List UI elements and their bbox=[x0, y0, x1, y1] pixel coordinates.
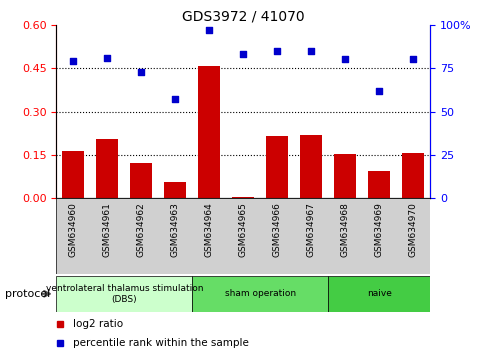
Point bbox=[375, 88, 383, 93]
Point bbox=[69, 58, 77, 64]
Bar bbox=[192, 276, 327, 312]
Text: GSM634961: GSM634961 bbox=[102, 202, 112, 257]
Text: GSM634963: GSM634963 bbox=[170, 202, 180, 257]
Bar bbox=[402, 153, 424, 198]
Bar bbox=[164, 182, 186, 198]
Text: ventrolateral thalamus stimulation
(DBS): ventrolateral thalamus stimulation (DBS) bbox=[45, 284, 203, 303]
Text: GSM634964: GSM634964 bbox=[204, 202, 213, 257]
Bar bbox=[130, 163, 152, 198]
Point bbox=[408, 57, 416, 62]
Text: sham operation: sham operation bbox=[224, 289, 295, 298]
Bar bbox=[198, 66, 220, 198]
Bar bbox=[56, 198, 429, 274]
Text: GSM634970: GSM634970 bbox=[408, 202, 417, 257]
Bar bbox=[300, 135, 322, 198]
Title: GDS3972 / 41070: GDS3972 / 41070 bbox=[182, 10, 304, 24]
Text: GSM634962: GSM634962 bbox=[137, 202, 145, 257]
Bar bbox=[265, 136, 288, 198]
Bar bbox=[327, 276, 429, 312]
Text: GSM634965: GSM634965 bbox=[238, 202, 247, 257]
Text: log2 ratio: log2 ratio bbox=[73, 319, 123, 329]
Point bbox=[307, 48, 315, 53]
Text: GSM634967: GSM634967 bbox=[306, 202, 315, 257]
Point bbox=[239, 51, 246, 57]
Text: GSM634960: GSM634960 bbox=[69, 202, 78, 257]
Text: GSM634966: GSM634966 bbox=[272, 202, 281, 257]
Point bbox=[273, 48, 281, 53]
Text: percentile rank within the sample: percentile rank within the sample bbox=[73, 338, 248, 348]
Point bbox=[137, 69, 145, 74]
Point bbox=[103, 55, 111, 61]
Point bbox=[341, 57, 348, 62]
Text: naive: naive bbox=[366, 289, 391, 298]
Point bbox=[171, 97, 179, 102]
Bar bbox=[62, 151, 84, 198]
Text: GSM634968: GSM634968 bbox=[340, 202, 349, 257]
Text: GSM634969: GSM634969 bbox=[374, 202, 383, 257]
Point bbox=[205, 27, 213, 33]
Text: protocol: protocol bbox=[5, 289, 50, 299]
Bar bbox=[334, 154, 356, 198]
Bar bbox=[367, 171, 389, 198]
Bar bbox=[232, 197, 254, 198]
Bar bbox=[96, 139, 118, 198]
Bar bbox=[56, 276, 192, 312]
